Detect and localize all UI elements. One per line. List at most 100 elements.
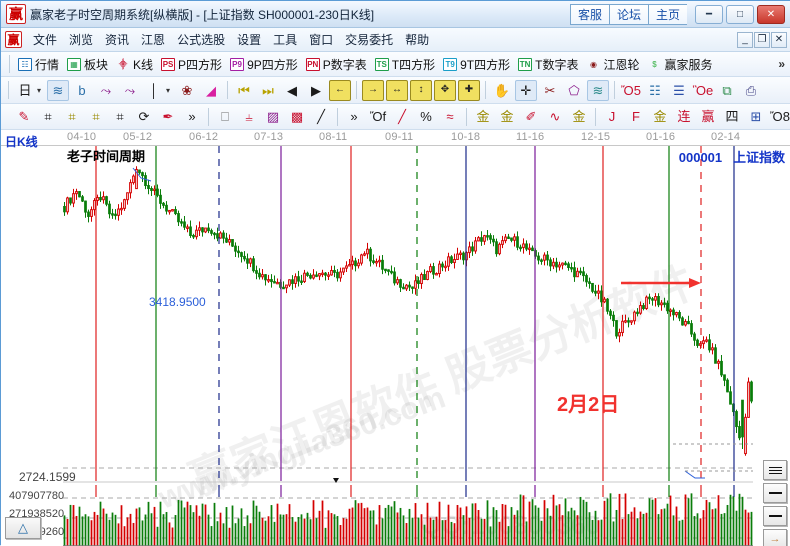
- chart-area[interactable]: 04-10 05-12 06-12 07-13 08-11 09-11 10-18 11-16…: [1, 130, 790, 546]
- mdi-restore-button[interactable]: ❐: [754, 32, 770, 48]
- menu-item-gann[interactable]: 江恩: [135, 29, 171, 50]
- network-icon[interactable]: ≋: [47, 80, 69, 101]
- toolbar-button-gann-wheel[interactable]: ◉ 江恩轮: [582, 55, 643, 74]
- more2-icon[interactable]: »: [343, 106, 365, 127]
- percent-line-icon[interactable]: ╱: [391, 106, 413, 127]
- report-icon[interactable]: ὜b: [71, 80, 93, 101]
- print-icon[interactable]: ⎙: [740, 80, 762, 101]
- gold-circle-icon[interactable]: 金: [472, 106, 494, 127]
- draw-pen-icon[interactable]: ✎: [13, 106, 35, 127]
- tangle-icon[interactable]: ❀: [176, 80, 198, 101]
- price-chart-svg[interactable]: [1, 146, 790, 546]
- f-line-icon[interactable]: F: [625, 106, 647, 127]
- next-icon[interactable]: ▶: [305, 80, 327, 101]
- gold-grid1-icon[interactable]: ⌗: [61, 106, 83, 127]
- spiral-icon[interactable]: ⟳: [133, 106, 155, 127]
- mdi-close-button[interactable]: ✕: [771, 32, 787, 48]
- zoom-in-icon[interactable]: ↕: [410, 80, 432, 101]
- menu-item-browse[interactable]: 浏览: [63, 29, 99, 50]
- cut-line-icon[interactable]: ✂: [539, 80, 561, 101]
- menu-item-formula-picker[interactable]: 公式选股: [171, 29, 231, 50]
- last-page-icon[interactable]: ⏭: [257, 80, 279, 101]
- toolbar-button-tn[interactable]: TN T数字表: [514, 55, 582, 74]
- gold-slash-icon[interactable]: 金: [649, 106, 671, 127]
- crosshair-icon[interactable]: ✛: [515, 80, 537, 101]
- toolbar-overflow-button[interactable]: »: [778, 57, 790, 71]
- minimize-button[interactable]: ━: [695, 5, 723, 24]
- ying-line-icon[interactable]: 赢: [697, 106, 719, 127]
- toolbar-button-ps[interactable]: PS P四方形: [157, 55, 226, 74]
- menu-item-trade[interactable]: 交易委托: [339, 29, 399, 50]
- candle-single-icon[interactable]: │: [143, 80, 165, 101]
- side-btn-line2[interactable]: [763, 506, 787, 526]
- brain-icon[interactable]: ≋: [587, 80, 609, 101]
- expand-icon[interactable]: ✥: [434, 80, 456, 101]
- toolbar-button-ts[interactable]: TS T四方形: [371, 55, 439, 74]
- pen-grid-icon[interactable]: ✒: [157, 106, 179, 127]
- menu-item-settings[interactable]: 设置: [231, 29, 267, 50]
- menu-item-tools[interactable]: 工具: [267, 29, 303, 50]
- gold-grid2-icon[interactable]: ⌗: [85, 106, 107, 127]
- pen-red-icon[interactable]: ✐: [520, 106, 542, 127]
- hand-icon[interactable]: ✋: [491, 80, 513, 101]
- j-line-icon[interactable]: J: [601, 106, 623, 127]
- gold-line-icon[interactable]: 金: [568, 106, 590, 127]
- toolbar-button-blocks[interactable]: ▦ 板块: [63, 55, 112, 74]
- save-icon[interactable]: Ὃe: [692, 80, 714, 101]
- notes-icon[interactable]: ☰: [668, 80, 690, 101]
- toolbar-button-pn[interactable]: PN P数字表: [302, 55, 371, 74]
- si-line-icon[interactable]: 四: [721, 106, 743, 127]
- price-pane[interactable]: [1, 146, 790, 546]
- wave-eq-icon[interactable]: ∿: [544, 106, 566, 127]
- close-button[interactable]: ✕: [757, 5, 785, 24]
- lian-line-icon[interactable]: 连: [673, 106, 695, 127]
- mdi-minimize-button[interactable]: _: [737, 32, 753, 48]
- toolbar-button-candlestick[interactable]: ⸎ K线: [112, 55, 157, 74]
- chevron-down-icon[interactable]: ▾: [166, 86, 175, 95]
- maximize-button[interactable]: □: [726, 5, 754, 24]
- menu-item-file[interactable]: 文件: [27, 29, 63, 50]
- ruler-icon[interactable]: Ὄf: [367, 106, 389, 127]
- period-day-icon[interactable]: 日: [14, 80, 36, 101]
- copy-icon[interactable]: ⧉: [716, 80, 738, 101]
- menu-item-help[interactable]: 帮助: [399, 29, 435, 50]
- shape-icon[interactable]: ⬠: [563, 80, 585, 101]
- customer-service-button[interactable]: 客服: [570, 4, 609, 25]
- box-frame-icon[interactable]: ⎕: [214, 106, 236, 127]
- flag-icon[interactable]: ◢: [200, 80, 222, 101]
- calculator-icon[interactable]: ☷: [644, 80, 666, 101]
- menu-item-window[interactable]: 窗口: [303, 29, 339, 50]
- menu-item-news[interactable]: 资讯: [99, 29, 135, 50]
- side-btn-arrow[interactable]: →: [763, 529, 787, 546]
- side-btn-lines3[interactable]: [763, 460, 787, 480]
- gold-eq-icon[interactable]: 金: [496, 106, 518, 127]
- forum-button[interactable]: 论坛: [609, 4, 648, 25]
- gann-fan-grid-icon[interactable]: ⌗: [37, 106, 59, 127]
- homepage-button[interactable]: 主页: [648, 4, 687, 25]
- percent-icon[interactable]: %: [415, 106, 437, 127]
- f-grid-icon[interactable]: ⌗: [109, 106, 131, 127]
- first-page-icon[interactable]: ⏮: [233, 80, 255, 101]
- wave3-icon[interactable]: ⤳: [95, 80, 117, 101]
- grid-yellow-icon[interactable]: ⊞: [745, 106, 767, 127]
- zoom-h-icon[interactable]: ↔: [386, 80, 408, 101]
- calendar-icon[interactable]: Ὄ5: [620, 80, 642, 101]
- percent-eq-icon[interactable]: ≈: [439, 106, 461, 127]
- corner-triangle-button[interactable]: △: [5, 517, 41, 539]
- toolbar-button-p9[interactable]: P9 9P四方形: [226, 55, 302, 74]
- chart-line-icon[interactable]: Ὄ8: [769, 106, 790, 127]
- wave9-icon[interactable]: ⤳: [119, 80, 141, 101]
- grid-diag-icon[interactable]: ▩: [286, 106, 308, 127]
- fan-lines-icon[interactable]: ⫨: [238, 106, 260, 127]
- toolbar-button-grid[interactable]: ☷ 行情: [14, 55, 63, 74]
- shift-right-icon[interactable]: →: [362, 80, 384, 101]
- box-diag-icon[interactable]: ▨: [262, 106, 284, 127]
- chevron-down-icon[interactable]: ▾: [37, 86, 46, 95]
- slope-icon[interactable]: ╱: [310, 106, 332, 127]
- compress-icon[interactable]: ✚: [458, 80, 480, 101]
- side-btn-line1[interactable]: [763, 483, 787, 503]
- prev-icon[interactable]: ◀: [281, 80, 303, 101]
- toolbar-button-dollar[interactable]: $ 赢家服务: [643, 55, 716, 74]
- more1-icon[interactable]: »: [181, 106, 203, 127]
- toolbar-button-t9[interactable]: T9 9T四方形: [439, 55, 514, 74]
